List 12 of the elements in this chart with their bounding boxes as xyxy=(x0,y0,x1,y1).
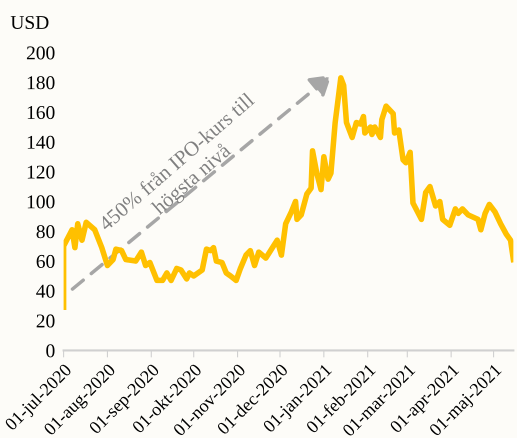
y-tick-label: 20 xyxy=(36,314,55,328)
y-tick-label: 80 xyxy=(36,225,55,238)
y-tick-label: 0 xyxy=(46,344,55,358)
y-axis-title: USD xyxy=(10,16,48,30)
y-tick-label: 60 xyxy=(36,254,55,268)
y-tick-label: 100 xyxy=(28,195,55,208)
y-tick-label: 140 xyxy=(28,136,55,149)
y-tick-label: 120 xyxy=(28,166,55,179)
y-tick-label: 180 xyxy=(28,76,55,90)
y-tick-label: 200 xyxy=(26,46,55,60)
y-tick-label: 40 xyxy=(36,284,55,298)
y-tick-label: 160 xyxy=(28,106,55,120)
